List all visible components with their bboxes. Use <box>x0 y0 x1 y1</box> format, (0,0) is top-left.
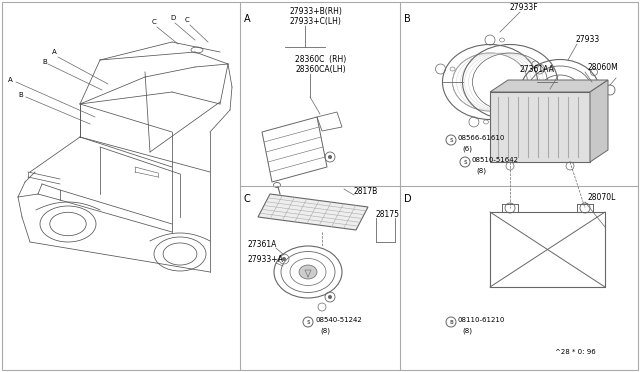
Text: 08510-51642: 08510-51642 <box>472 157 519 163</box>
Text: 2817B: 2817B <box>354 187 378 196</box>
Text: ^28 * 0: 96: ^28 * 0: 96 <box>555 349 596 355</box>
Text: 28060M: 28060M <box>588 63 619 72</box>
Text: 27933+B(RH): 27933+B(RH) <box>290 7 343 16</box>
Text: D: D <box>404 194 412 204</box>
Text: 27361AA: 27361AA <box>520 65 555 74</box>
Text: (8): (8) <box>476 167 486 173</box>
Text: D: D <box>170 15 175 21</box>
Text: 08566-61610: 08566-61610 <box>458 135 506 141</box>
Text: A: A <box>244 14 251 24</box>
Text: B: B <box>449 320 453 324</box>
Text: 27933+A: 27933+A <box>248 255 284 264</box>
Text: C: C <box>152 19 157 25</box>
Text: S: S <box>463 160 467 164</box>
Bar <box>490 92 590 162</box>
Text: 28070L: 28070L <box>588 193 616 202</box>
Circle shape <box>328 155 332 159</box>
Text: A: A <box>8 77 13 83</box>
Text: 27933: 27933 <box>575 35 599 44</box>
Text: S: S <box>449 138 452 142</box>
Circle shape <box>328 295 332 299</box>
Text: 27933F: 27933F <box>510 3 539 12</box>
Polygon shape <box>590 80 608 162</box>
Text: 28360CA(LH): 28360CA(LH) <box>295 65 346 74</box>
Text: 08540-51242: 08540-51242 <box>315 317 362 323</box>
Text: C: C <box>185 17 189 23</box>
Text: 28175: 28175 <box>376 210 400 219</box>
Text: 28360C  (RH): 28360C (RH) <box>295 55 346 64</box>
Text: (8): (8) <box>320 327 330 334</box>
Text: C: C <box>244 194 251 204</box>
Bar <box>490 212 605 287</box>
Text: B: B <box>404 14 411 24</box>
Text: 27933+C(LH): 27933+C(LH) <box>290 17 342 26</box>
Text: B: B <box>42 59 47 65</box>
Text: 27361A: 27361A <box>248 240 277 249</box>
Polygon shape <box>258 194 368 230</box>
Text: (6): (6) <box>462 145 472 151</box>
Text: (8): (8) <box>462 327 472 334</box>
Text: A: A <box>52 49 57 55</box>
Text: B: B <box>18 92 23 98</box>
Text: 08110-61210: 08110-61210 <box>458 317 506 323</box>
Ellipse shape <box>551 85 569 99</box>
Polygon shape <box>490 80 608 92</box>
Text: S: S <box>307 320 310 324</box>
Circle shape <box>282 257 286 261</box>
Ellipse shape <box>299 265 317 279</box>
